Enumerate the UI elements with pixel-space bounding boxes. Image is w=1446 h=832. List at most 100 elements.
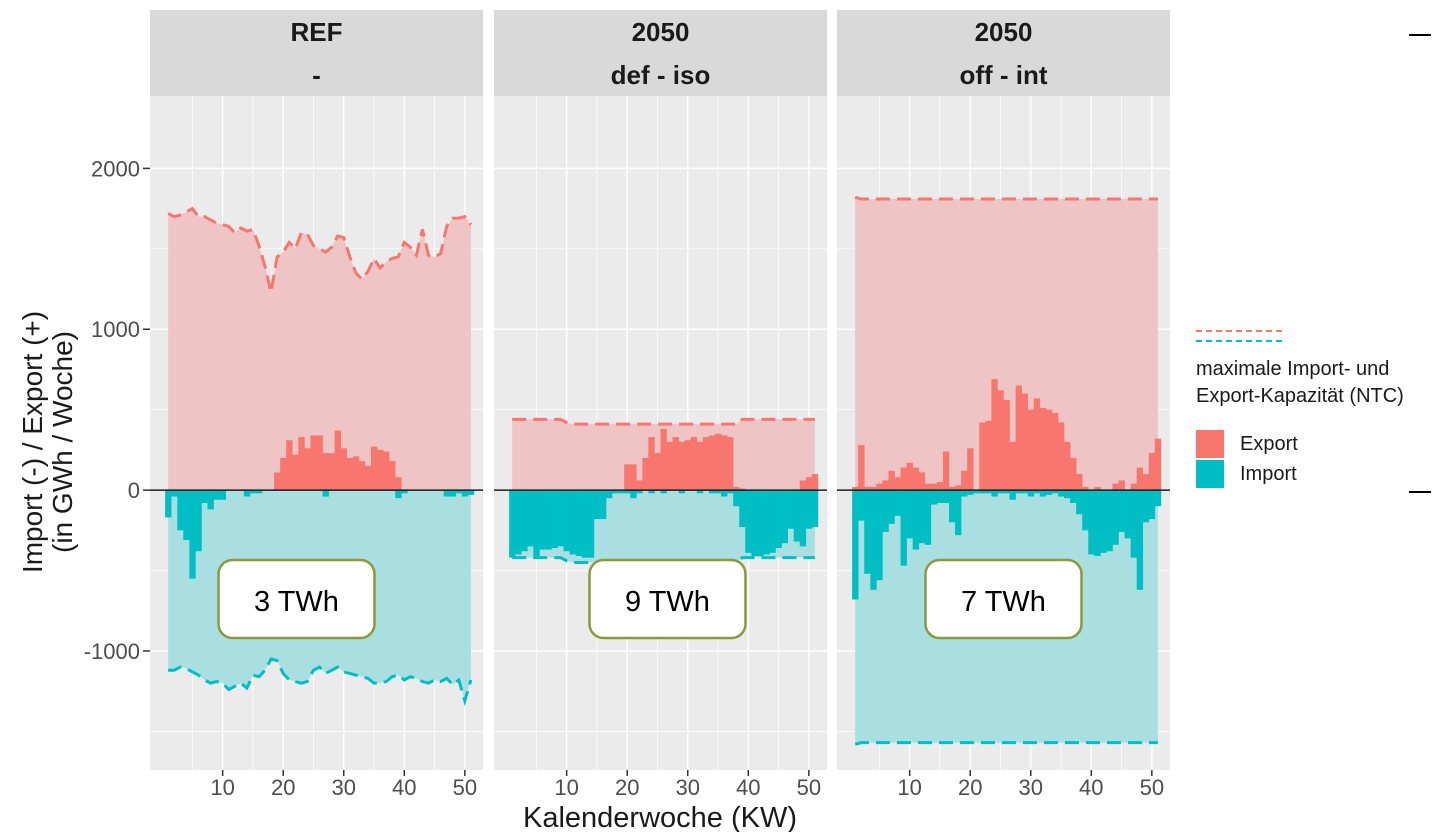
import-bar bbox=[1045, 490, 1053, 495]
import-bar bbox=[852, 490, 859, 600]
export-bar bbox=[310, 435, 317, 491]
import-bar bbox=[1039, 490, 1047, 497]
legend-label-export: Export bbox=[1240, 432, 1298, 455]
export-bar bbox=[805, 477, 813, 491]
import-bar bbox=[255, 490, 263, 494]
import-bar bbox=[882, 490, 889, 532]
x-tick-label: 30 bbox=[676, 775, 700, 800]
legend: maximale Import- und Export-Kapazität (N… bbox=[1196, 330, 1446, 488]
annotation-box-frame bbox=[217, 558, 376, 640]
export-bar bbox=[358, 461, 366, 491]
import-bar bbox=[1106, 490, 1113, 552]
import-bar bbox=[322, 490, 329, 497]
import-bar bbox=[918, 490, 926, 544]
import-bar bbox=[195, 490, 202, 552]
import-bar bbox=[636, 490, 643, 494]
export-bar bbox=[286, 440, 293, 491]
import-bar bbox=[769, 490, 776, 553]
import-bar bbox=[1136, 490, 1144, 590]
export-bar bbox=[280, 457, 287, 491]
import-bar bbox=[930, 490, 938, 505]
import-bar bbox=[727, 490, 734, 494]
import-bar bbox=[1100, 490, 1107, 553]
export-bar bbox=[864, 486, 871, 491]
export-bar bbox=[930, 483, 938, 491]
import-bar bbox=[183, 490, 190, 540]
y-tick-label: -1000 bbox=[84, 639, 140, 664]
x-tick-label: 40 bbox=[736, 775, 760, 800]
import-bar bbox=[721, 490, 728, 497]
export-bar bbox=[1118, 480, 1125, 491]
export-bar bbox=[949, 486, 956, 491]
facet-strip-line2: def - iso bbox=[611, 60, 711, 90]
export-bar bbox=[1009, 441, 1016, 491]
import-bar bbox=[763, 490, 770, 555]
import-bar bbox=[1051, 490, 1059, 494]
import-bar bbox=[678, 490, 686, 494]
export-bar bbox=[298, 437, 305, 491]
export-bar bbox=[672, 437, 679, 491]
export-bar bbox=[328, 453, 335, 491]
export-bar bbox=[1154, 438, 1162, 491]
import-capacity-line bbox=[854, 741, 1158, 746]
import-bar bbox=[799, 490, 807, 547]
legend-title-line1: maximale Import- und bbox=[1196, 358, 1390, 380]
export-bar bbox=[906, 462, 913, 491]
x-tick-label: 50 bbox=[453, 775, 477, 800]
export-bar bbox=[961, 470, 968, 491]
import-bar bbox=[219, 490, 226, 500]
import-bar bbox=[708, 490, 716, 494]
annotation-box: 3 TWh bbox=[217, 558, 376, 640]
export-bar bbox=[1070, 457, 1077, 491]
facet-strip-line2: off - int bbox=[959, 60, 1047, 90]
import-bar bbox=[557, 490, 564, 547]
import-bar bbox=[624, 490, 631, 494]
import-bar bbox=[177, 490, 184, 531]
import-bar bbox=[1082, 490, 1089, 531]
import-bar bbox=[207, 490, 214, 510]
import-bar bbox=[1009, 490, 1016, 500]
export-bar bbox=[721, 435, 728, 491]
import-bar bbox=[997, 490, 1004, 494]
export-bar bbox=[1003, 400, 1010, 491]
import-bar bbox=[985, 490, 992, 494]
export-bar bbox=[648, 437, 655, 491]
export-bar bbox=[714, 433, 722, 491]
import-bar bbox=[949, 490, 956, 523]
export-bar bbox=[924, 483, 932, 491]
x-tick-label: 40 bbox=[1079, 775, 1103, 800]
export-bar bbox=[395, 477, 402, 491]
import-bar bbox=[1003, 490, 1010, 494]
import-bar bbox=[876, 490, 883, 581]
import-bar bbox=[660, 490, 667, 494]
export-capacity-area bbox=[168, 208, 471, 491]
import-bar bbox=[696, 490, 704, 494]
annotation-box-frame bbox=[924, 558, 1083, 640]
import-bar bbox=[527, 490, 534, 547]
export-bar bbox=[624, 464, 631, 491]
legend-title: maximale Import- und Export-Kapazität (N… bbox=[1196, 356, 1446, 410]
export-bar bbox=[1015, 385, 1022, 491]
import-bar bbox=[745, 490, 752, 553]
export-bar bbox=[666, 441, 673, 491]
facet-strip bbox=[150, 10, 483, 96]
capacity-lines bbox=[167, 206, 473, 707]
import-bar bbox=[991, 490, 998, 497]
import-bar bbox=[751, 490, 758, 557]
export-bar bbox=[1057, 422, 1065, 491]
import-bar bbox=[979, 490, 986, 494]
import-bar bbox=[575, 490, 583, 557]
legend-item-import: Import bbox=[1196, 460, 1446, 488]
panel-1: REF - 3 TWh 10 20 30 40 50 bbox=[150, 10, 483, 800]
import-bar bbox=[733, 490, 740, 507]
export-bar bbox=[1033, 398, 1041, 491]
x-tick-label: 40 bbox=[392, 775, 416, 800]
import-bar bbox=[1076, 490, 1083, 515]
export-bar bbox=[870, 486, 877, 491]
import-bar bbox=[213, 490, 220, 500]
import-bar bbox=[924, 490, 932, 545]
y-axis-title-line2: (in GWh / Woche) bbox=[47, 331, 78, 553]
import-bar bbox=[563, 490, 570, 552]
export-bar bbox=[1112, 483, 1119, 491]
export-bar bbox=[1094, 486, 1101, 491]
